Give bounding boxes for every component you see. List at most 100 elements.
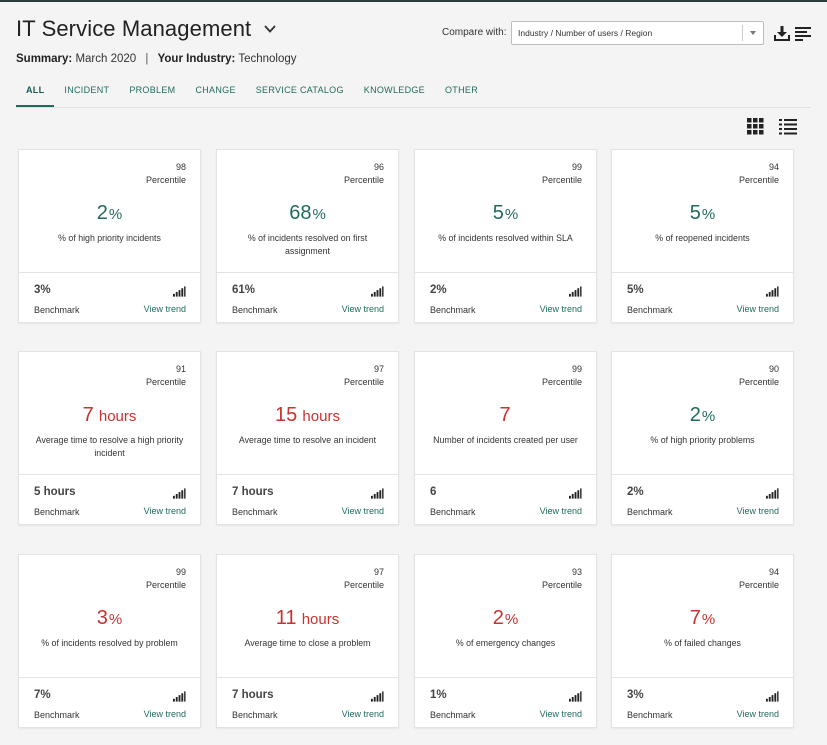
list-view-icon[interactable] bbox=[779, 118, 797, 135]
benchmark-value: 1% bbox=[430, 689, 447, 701]
metric-card[interactable]: 94 Percentile 7% % of failed changes 3% Bench… bbox=[611, 554, 794, 728]
metric-value: 7 hours bbox=[19, 404, 200, 427]
metric-card[interactable]: 94 Percentile 5% % of reopened incidents 5% B… bbox=[611, 149, 794, 323]
sort-icon[interactable] bbox=[794, 24, 812, 42]
signal-bars-icon bbox=[569, 488, 582, 499]
select-divider bbox=[742, 25, 743, 41]
view-trend-link[interactable]: View trend bbox=[341, 304, 384, 314]
benchmark-label: Benchmark bbox=[232, 710, 278, 720]
card-divider bbox=[19, 474, 200, 475]
percentile-label: Percentile bbox=[738, 377, 779, 387]
metric-card[interactable]: 97 Percentile 15 hours Average time to reso… bbox=[216, 351, 399, 525]
grid-view-icon[interactable] bbox=[747, 118, 764, 135]
metric-number: 68 bbox=[289, 202, 312, 224]
metric-value: 7% bbox=[612, 607, 793, 630]
card-divider bbox=[612, 272, 793, 273]
benchmark-value: 7 hours bbox=[232, 486, 274, 498]
metric-card[interactable]: 98 Percentile 2% % of high priority inciden… bbox=[18, 149, 201, 323]
tab-service-catalog[interactable]: SERVICE CATALOG bbox=[255, 85, 344, 95]
tab-problem[interactable]: PROBLEM bbox=[129, 85, 176, 95]
benchmark-label: Benchmark bbox=[627, 710, 673, 720]
card-divider bbox=[217, 474, 398, 475]
card-divider bbox=[415, 677, 596, 678]
signal-bars-icon bbox=[766, 286, 779, 297]
metric-card[interactable]: 90 Percentile 2% % of high priority problem… bbox=[611, 351, 794, 525]
benchmark-label: Benchmark bbox=[430, 305, 476, 315]
metric-value: 15 hours bbox=[217, 404, 398, 427]
compare-label: Compare with: bbox=[442, 27, 507, 38]
tab-knowledge[interactable]: KNOWLEDGE bbox=[363, 85, 425, 95]
metric-unit: hours bbox=[298, 408, 340, 425]
metric-number: 2 bbox=[96, 202, 108, 224]
metric-card[interactable]: 97 Percentile 11 hours Average time to clos… bbox=[216, 554, 399, 728]
card-divider bbox=[415, 272, 596, 273]
card-divider bbox=[19, 272, 200, 273]
view-trend-link[interactable]: View trend bbox=[736, 506, 779, 516]
tab-other[interactable]: OTHER bbox=[445, 85, 478, 95]
view-trend-link[interactable]: View trend bbox=[143, 709, 186, 719]
download-icon[interactable] bbox=[773, 24, 791, 42]
view-trend-link[interactable]: View trend bbox=[736, 709, 779, 719]
metric-unit: % bbox=[701, 611, 716, 628]
top-border bbox=[0, 0, 827, 2]
industry-value: Technology bbox=[238, 53, 297, 65]
metric-unit: hours bbox=[297, 611, 340, 628]
signal-bars-icon bbox=[569, 691, 582, 702]
benchmark-value: 3% bbox=[34, 284, 51, 296]
percentile-value: 98 bbox=[175, 162, 186, 172]
benchmark-value: 2% bbox=[627, 486, 644, 498]
percentile-label: Percentile bbox=[145, 175, 186, 185]
metric-card[interactable]: 91 Percentile 7 hours Average time to resol… bbox=[18, 351, 201, 525]
percentile-value: 97 bbox=[373, 364, 384, 374]
percentile-label: Percentile bbox=[145, 580, 186, 590]
view-trend-link[interactable]: View trend bbox=[539, 506, 582, 516]
metric-card[interactable]: 99 Percentile 5% % of incidents resolved wi… bbox=[414, 149, 597, 323]
chevron-down-icon[interactable] bbox=[263, 22, 277, 36]
separator: | bbox=[145, 53, 149, 65]
view-trend-link[interactable]: View trend bbox=[143, 506, 186, 516]
metric-value: 5% bbox=[415, 202, 596, 225]
metric-description: Number of incidents created per user bbox=[433, 435, 578, 445]
metric-card[interactable]: 99 Percentile 3% % of incidents resolved by… bbox=[18, 554, 201, 728]
view-trend-link[interactable]: View trend bbox=[539, 709, 582, 719]
percentile-value: 99 bbox=[175, 567, 186, 577]
tabs-divider bbox=[16, 107, 811, 108]
metric-number: 3 bbox=[96, 607, 108, 629]
tab-incident[interactable]: INCIDENT bbox=[64, 85, 110, 95]
view-trend-link[interactable]: View trend bbox=[539, 304, 582, 314]
metric-description: % of high priority problems bbox=[650, 435, 755, 445]
metric-number: 7 bbox=[499, 404, 511, 426]
metric-card[interactable]: 99 Percentile 7 Number of incidents created… bbox=[414, 351, 597, 525]
metric-number: 15 bbox=[275, 404, 298, 426]
compare-select[interactable]: Industry / Number of users / Region bbox=[511, 21, 764, 45]
benchmark-value: 7 hours bbox=[232, 689, 274, 701]
signal-bars-icon bbox=[766, 488, 779, 499]
metric-description: % of reopened incidents bbox=[655, 233, 750, 243]
metric-value: 5% bbox=[612, 202, 793, 225]
percentile-label: Percentile bbox=[738, 175, 779, 185]
caret-down-icon bbox=[750, 31, 756, 35]
metric-unit: % bbox=[108, 206, 123, 223]
percentile-label: Percentile bbox=[738, 580, 779, 590]
percentile-value: 99 bbox=[571, 162, 582, 172]
view-trend-link[interactable]: View trend bbox=[736, 304, 779, 314]
signal-bars-icon bbox=[173, 488, 186, 499]
tab-change[interactable]: CHANGE bbox=[195, 85, 236, 95]
card-divider bbox=[19, 677, 200, 678]
metric-card[interactable]: 93 Percentile 2% % of emergency changes 1% Be… bbox=[414, 554, 597, 728]
metric-card[interactable]: 96 Percentile 68% % of incidents resolved o… bbox=[216, 149, 399, 323]
tab-all[interactable]: ALL bbox=[16, 84, 55, 107]
card-divider bbox=[415, 474, 596, 475]
view-trend-link[interactable]: View trend bbox=[143, 304, 186, 314]
signal-bars-icon bbox=[569, 286, 582, 297]
title-row[interactable]: IT Service Management bbox=[16, 16, 277, 42]
percentile-label: Percentile bbox=[343, 580, 384, 590]
metric-unit: % bbox=[701, 206, 716, 223]
benchmark-value: 61% bbox=[232, 284, 256, 296]
view-trend-link[interactable]: View trend bbox=[341, 709, 384, 719]
metric-value: 68% bbox=[217, 202, 398, 225]
metric-number: 7 bbox=[689, 607, 701, 629]
view-trend-link[interactable]: View trend bbox=[341, 506, 384, 516]
benchmark-value: 2% bbox=[430, 284, 447, 296]
benchmark-value: 5 hours bbox=[34, 486, 76, 498]
